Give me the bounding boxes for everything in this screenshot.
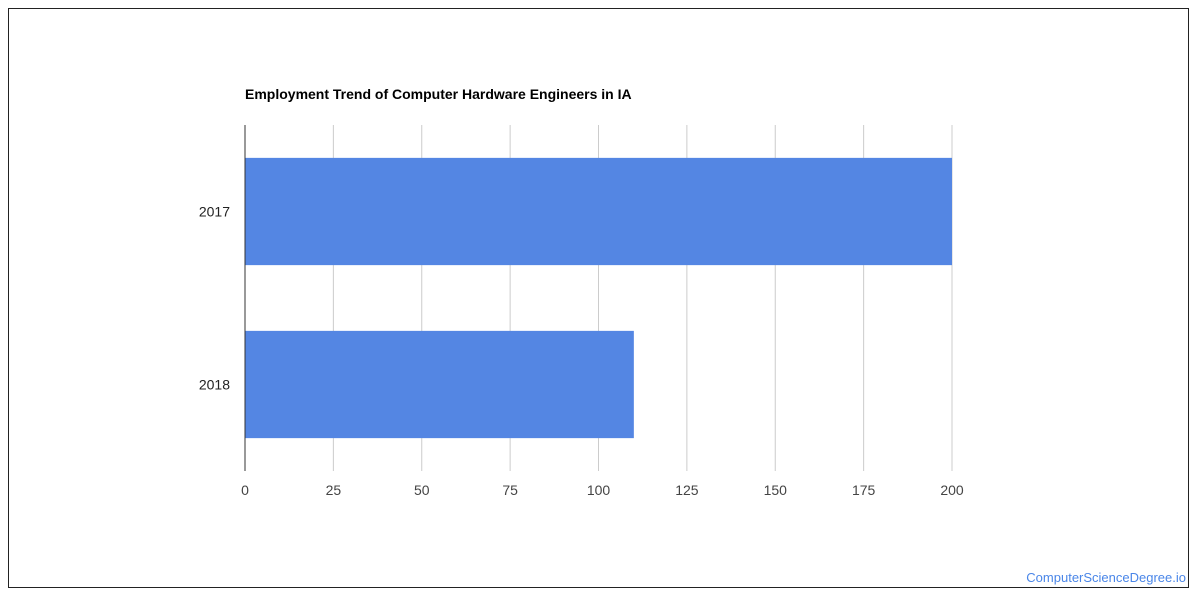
bar-2018 [245, 330, 634, 439]
x-tick-label: 100 [587, 482, 611, 498]
x-tick-label: 50 [414, 482, 430, 498]
bar-2017 [245, 157, 952, 266]
x-tick-label: 75 [502, 482, 518, 498]
x-tick-label: 175 [852, 482, 876, 498]
x-tick-label: 25 [326, 482, 342, 498]
bars [245, 157, 952, 439]
site-watermark[interactable]: ComputerScienceDegree.io [1026, 570, 1186, 585]
x-tick-labels: 0 25 50 75 100 125 150 175 200 [241, 482, 964, 498]
x-tick-label: 125 [675, 482, 699, 498]
category-label: 2017 [199, 204, 230, 220]
x-tick-label: 200 [940, 482, 964, 498]
category-labels: 2017 2018 [199, 204, 230, 393]
category-label: 2018 [199, 377, 230, 393]
x-tick-label: 150 [764, 482, 788, 498]
chart-title: Employment Trend of Computer Hardware En… [245, 86, 632, 102]
x-tick-label: 0 [241, 482, 249, 498]
